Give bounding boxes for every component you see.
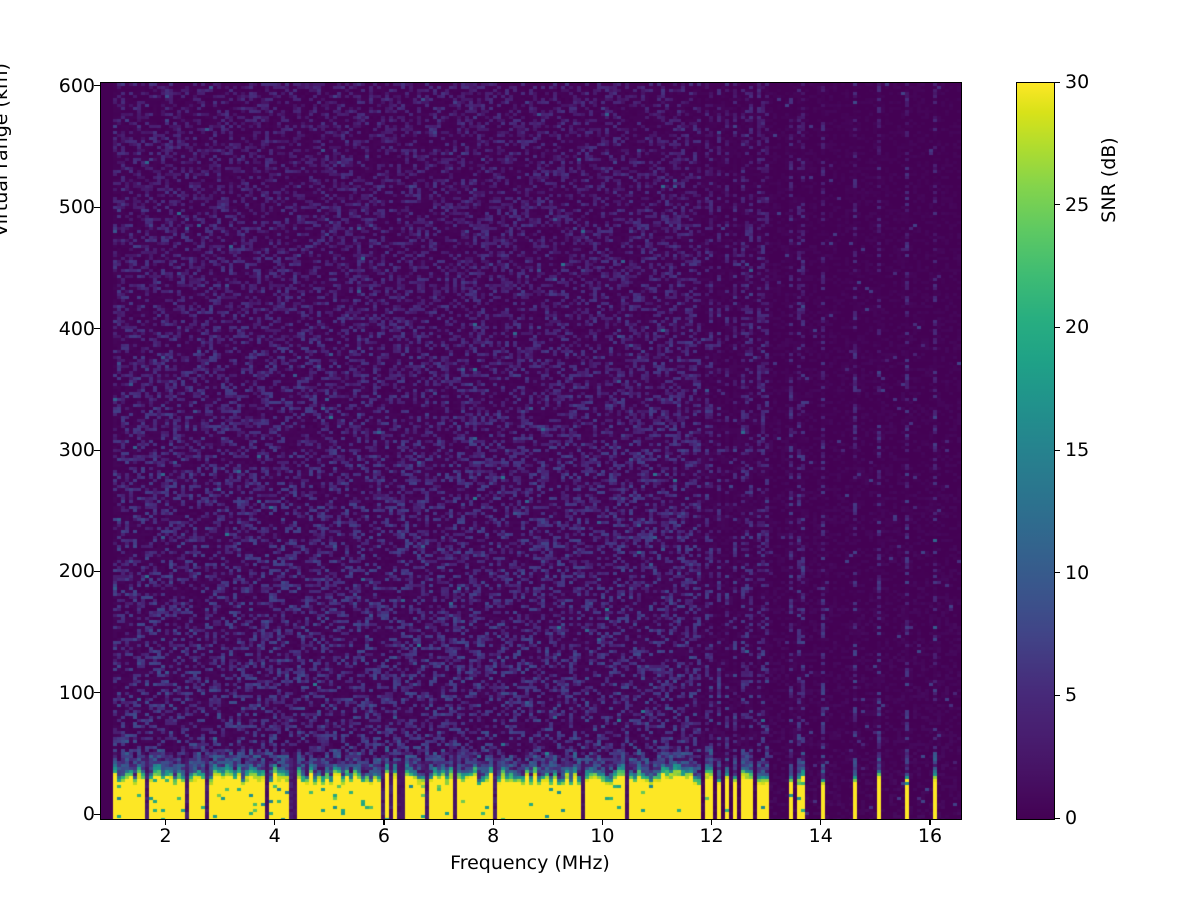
colorbar-tick-mark (1054, 572, 1060, 574)
plot-area (100, 82, 962, 820)
y-tick-mark (94, 813, 100, 815)
x-tick-label: 16 (917, 825, 943, 847)
colorbar-tick-mark (1054, 204, 1060, 206)
y-tick-label: 100 (58, 681, 95, 704)
colorbar-tick-label: 15 (1065, 439, 1090, 461)
colorbar (1016, 82, 1055, 820)
x-tick-label: 8 (487, 825, 500, 847)
y-tick-label: 600 (58, 74, 95, 97)
y-axis-label: Virtual range (km) (0, 63, 12, 237)
y-tick-mark (94, 692, 100, 694)
y-tick-label: 0 (82, 803, 95, 826)
x-tick-label: 10 (590, 825, 615, 847)
x-tick-label: 2 (159, 825, 172, 847)
x-tick-label: 4 (268, 825, 281, 847)
x-tick-mark (492, 819, 494, 825)
colorbar-tick-label: 20 (1065, 316, 1090, 339)
y-tick-label: 400 (58, 317, 95, 340)
colorbar-tick-label: 30 (1065, 71, 1090, 93)
colorbar-tick-label: 10 (1065, 561, 1090, 584)
x-tick-label: 12 (699, 825, 724, 847)
colorbar-tick-mark (1054, 326, 1060, 328)
colorbar-tick-mark (1054, 81, 1060, 83)
y-tick-label: 200 (58, 560, 95, 583)
x-tick-mark (274, 819, 276, 825)
y-tick-label: 500 (58, 196, 95, 219)
x-axis-label: Frequency (MHz) (450, 852, 610, 874)
colorbar-tick-mark (1054, 694, 1060, 696)
colorbar-tick-mark (1054, 449, 1060, 451)
y-tick-mark (94, 570, 100, 573)
x-tick-mark (929, 819, 931, 825)
colorbar-tick-label: 25 (1065, 193, 1090, 216)
colorbar-tick-label: 0 (1065, 807, 1078, 829)
x-tick-mark (383, 819, 385, 825)
x-tick-mark (711, 819, 713, 825)
y-tick-mark (94, 328, 100, 330)
x-tick-label: 14 (808, 825, 833, 847)
y-tick-mark (94, 449, 100, 451)
x-tick-mark (601, 819, 603, 825)
colorbar-tick-label: 5 (1065, 684, 1078, 707)
x-tick-label: 6 (377, 825, 390, 847)
colorbar-label: SNR (dB) (1098, 137, 1120, 223)
x-tick-mark (165, 819, 167, 825)
y-tick-mark (94, 85, 100, 87)
x-tick-mark (820, 819, 822, 825)
y-tick-label: 300 (58, 439, 95, 461)
ionogram-heatmap (101, 83, 961, 819)
y-tick-mark (94, 206, 100, 208)
colorbar-tick-mark (1054, 817, 1060, 819)
